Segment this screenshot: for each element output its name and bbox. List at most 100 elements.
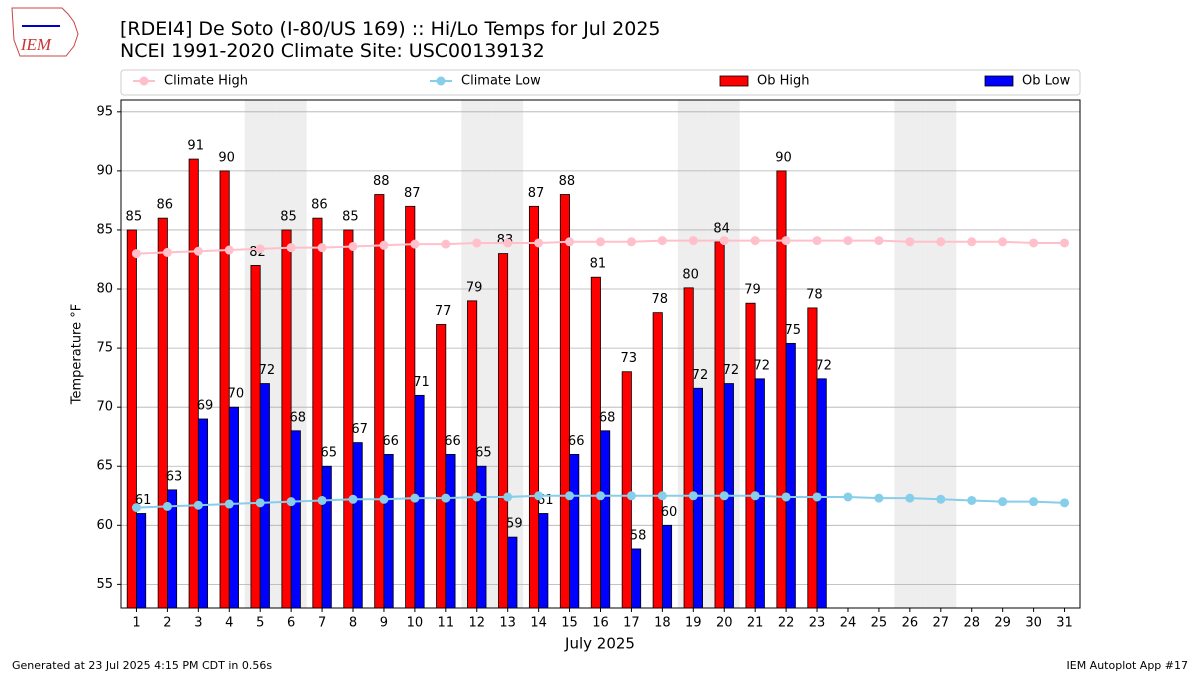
bar <box>807 307 818 609</box>
bar <box>714 241 725 609</box>
weekend-shade <box>894 100 926 608</box>
bar <box>436 324 447 609</box>
bar <box>445 454 456 609</box>
data-label: 86 <box>156 198 173 213</box>
x-tick-label: 24 <box>840 616 857 631</box>
line-marker <box>348 241 358 251</box>
line-marker <box>503 238 513 248</box>
legend-swatch <box>719 75 749 87</box>
line-marker <box>1029 497 1039 507</box>
data-label: 88 <box>373 174 390 189</box>
line-marker <box>193 500 203 510</box>
line-marker <box>410 239 420 249</box>
line-marker <box>657 491 667 501</box>
y-axis-label: Temperature °F <box>70 304 85 405</box>
bar <box>188 158 199 609</box>
bar <box>383 454 394 609</box>
line-marker <box>131 503 141 513</box>
y-tick-label: 55 <box>96 577 113 592</box>
bar <box>476 465 487 609</box>
data-label: 68 <box>599 410 616 425</box>
weekend-shade <box>925 100 957 608</box>
data-label: 72 <box>692 368 709 383</box>
data-label: 65 <box>475 446 492 461</box>
data-label: 72 <box>754 358 771 373</box>
bar <box>343 229 354 609</box>
line-marker <box>874 493 884 503</box>
data-label: 72 <box>259 363 276 378</box>
line-marker <box>534 238 544 248</box>
bar <box>352 442 363 609</box>
line-marker <box>224 499 234 509</box>
line-marker <box>1060 498 1070 508</box>
data-label: 77 <box>435 304 452 319</box>
bar <box>197 418 209 609</box>
data-label: 78 <box>651 292 668 307</box>
line-marker <box>441 239 451 249</box>
bar <box>683 287 694 609</box>
line-marker <box>657 236 667 246</box>
data-label: 72 <box>815 358 832 373</box>
x-tick-label: 6 <box>287 616 295 631</box>
data-label: 81 <box>590 257 607 272</box>
line-marker <box>317 495 327 505</box>
x-tick-label: 18 <box>654 616 671 631</box>
x-tick-label: 26 <box>902 616 919 631</box>
data-label: 90 <box>218 150 235 165</box>
chart-subtitle: NCEI 1991-2020 Climate Site: USC00139132 <box>120 40 545 62</box>
line-marker <box>812 492 822 502</box>
line-marker <box>441 493 451 503</box>
line-marker <box>565 237 575 247</box>
x-tick-label: 21 <box>747 616 764 631</box>
line-marker <box>379 494 389 504</box>
line-marker <box>317 243 327 253</box>
data-label: 60 <box>661 505 678 520</box>
line-marker <box>224 245 234 255</box>
legend-marker <box>139 76 149 86</box>
line-marker <box>503 492 513 502</box>
line-marker <box>162 247 172 257</box>
data-label: 79 <box>744 283 761 298</box>
line-marker <box>905 493 915 503</box>
data-label: 67 <box>351 422 368 437</box>
data-label: 75 <box>784 323 801 338</box>
y-tick-label: 85 <box>96 222 113 237</box>
data-label: 85 <box>342 209 359 224</box>
data-label: 71 <box>413 375 430 390</box>
line-marker <box>998 497 1008 507</box>
line-marker <box>843 236 853 246</box>
line-marker <box>410 493 420 503</box>
bar <box>259 383 270 609</box>
line-marker <box>719 491 729 501</box>
bar <box>405 205 416 609</box>
data-label: 85 <box>126 209 143 224</box>
bar <box>374 194 385 609</box>
line-marker <box>936 237 946 247</box>
data-label: 88 <box>559 174 576 189</box>
line-marker <box>967 495 977 505</box>
bar <box>745 302 756 609</box>
line-marker <box>286 497 296 507</box>
x-tick-label: 3 <box>194 616 202 631</box>
x-tick-label: 28 <box>963 616 980 631</box>
data-label: 85 <box>280 209 297 224</box>
line-marker <box>596 237 605 247</box>
line-marker <box>472 492 482 502</box>
line-marker <box>750 491 760 501</box>
footer-left: Generated at 23 Jul 2025 4:15 PM CDT in … <box>12 659 272 672</box>
logo-text: IEM <box>20 35 52 54</box>
data-label: 69 <box>197 398 214 413</box>
bar <box>136 513 147 609</box>
x-tick-label: 22 <box>778 616 795 631</box>
data-label: 87 <box>404 186 421 201</box>
line-marker <box>936 494 946 504</box>
line-marker <box>781 492 791 502</box>
y-tick-label: 65 <box>96 459 113 474</box>
line-marker <box>1060 238 1070 248</box>
bar <box>590 276 601 609</box>
legend-label: Ob Low <box>1022 74 1071 89</box>
footer-right: IEM Autoplot App #17 <box>1067 659 1189 672</box>
data-label: 70 <box>228 387 245 402</box>
data-label: 84 <box>713 221 730 236</box>
